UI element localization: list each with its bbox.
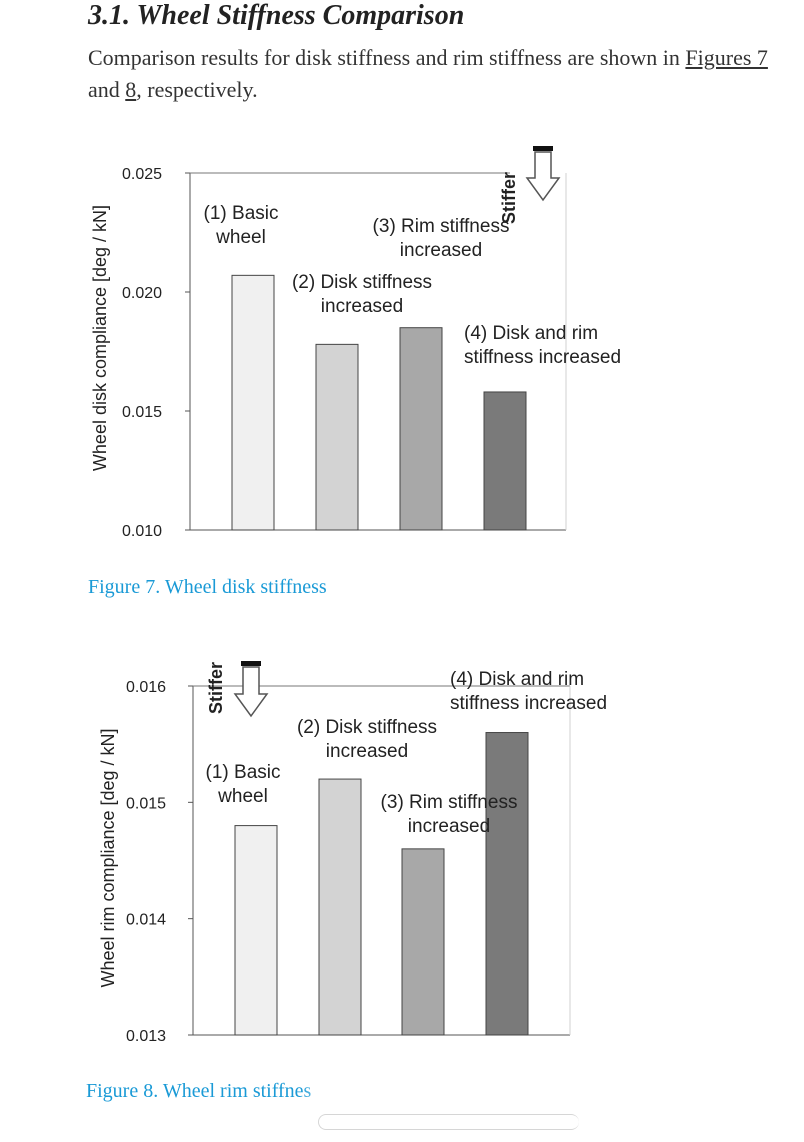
bar-4: [483, 391, 527, 531]
bar-annotation-3: (3) Rim stiffness increased: [373, 216, 510, 261]
intro-text-end: , respectively.: [136, 77, 258, 102]
bar-3: [399, 327, 443, 531]
down-arrow-icon: [233, 661, 269, 718]
figure-7-chart: Wheel disk compliance [deg / kN] 0.0100.…: [90, 146, 622, 540]
stiffer-label: Stiffer: [499, 172, 519, 224]
bar-annotation-1: (1) Basic wheel: [204, 203, 279, 248]
bar-4: [485, 732, 529, 1036]
bar-annotations: (1) Basic wheel (2) Disk stiffness increase…: [204, 203, 622, 368]
stiffer-label: Stiffer: [206, 662, 226, 714]
bar-2: [315, 343, 359, 531]
section-heading: 3.1. Wheel Stiffness Comparison: [88, 0, 465, 31]
bar-annotation-2: (2) Disk stiffness increased: [292, 272, 432, 317]
intro-text-middle: and: [88, 77, 126, 102]
y-tick-label: 0.010: [122, 523, 162, 540]
y-tick-label: 0.015: [122, 404, 162, 421]
figure-8-link[interactable]: 8: [125, 77, 137, 102]
scroll-fade-handle: [318, 1114, 579, 1130]
bar-annotations: (1) Basic wheel (2) Disk stiffness increase…: [206, 669, 608, 837]
intro-paragraph: Comparison results for disk stiffness an…: [88, 42, 768, 106]
bar-1: [231, 274, 275, 531]
y-axis-label: Wheel disk compliance [deg / kN]: [90, 205, 110, 471]
bar-3: [401, 848, 445, 1036]
figure-7-link[interactable]: Figures 7: [685, 45, 768, 70]
y-axis-ticks: 0.013 0.014 0.015 0.016: [126, 679, 193, 1045]
figure-8-chart: Wheel rim compliance [deg / kN] 0.0130.0…: [98, 661, 608, 1045]
bar-annotation-4: (4) Disk and rim stiffness increased: [450, 669, 607, 714]
y-tick-label: 0.020: [122, 285, 162, 302]
y-tick-label: 0.015: [126, 795, 166, 812]
bar-annotation-3: (3) Rim stiffness increased: [381, 792, 518, 837]
y-tick-label: 0.013: [126, 1028, 166, 1045]
down-arrow-icon: [525, 146, 561, 202]
y-tick-label: 0.025: [122, 166, 162, 183]
intro-text-start: Comparison results for disk stiffness an…: [88, 45, 686, 70]
bar-1: [234, 825, 278, 1036]
bar-annotation-2: (2) Disk stiffness increased: [297, 717, 437, 762]
bar-annotation-4: (4) Disk and rim stiffness increased: [464, 323, 621, 368]
y-tick-label: 0.014: [126, 912, 166, 929]
figure-7-caption: Figure 7. Wheel disk stiffness: [88, 576, 327, 598]
bar-series: [231, 274, 527, 531]
y-tick-label: 0.016: [126, 679, 166, 696]
y-axis-label: Wheel rim compliance [deg / kN]: [98, 728, 118, 987]
bar-2: [318, 778, 362, 1036]
bar-series: [234, 732, 529, 1036]
bar-annotation-1: (1) Basic wheel: [206, 762, 281, 807]
figure-8-caption: Figure 8. Wheel rim stiffnes: [86, 1080, 312, 1102]
fade-overlay: [300, 1076, 620, 1116]
y-axis-ticks: 0.010 0.015 0.020 0.025: [122, 166, 190, 540]
